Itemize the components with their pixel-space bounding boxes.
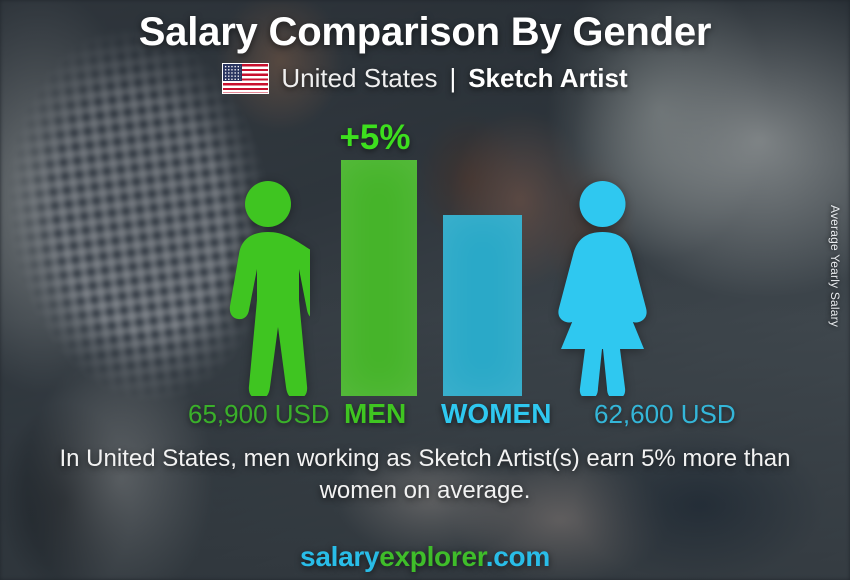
summary-description: In United States, men working as Sketch … xyxy=(59,445,791,504)
job-title-label: Sketch Artist xyxy=(468,63,628,93)
brand-part-explorer: explorer xyxy=(379,541,486,572)
us-flag-icon xyxy=(222,63,270,94)
site-brand[interactable]: salaryexplorer.com xyxy=(0,541,850,573)
subtitle-separator: | xyxy=(449,63,457,93)
page-title: Salary Comparison By Gender xyxy=(138,10,712,54)
brand-part-domain: .com xyxy=(485,541,550,572)
country-label: United States xyxy=(281,63,438,93)
brand-part-salary: salary xyxy=(300,541,380,572)
subtitle-row: United States | Sketch Artist xyxy=(0,63,850,94)
flag-canton xyxy=(223,64,243,81)
